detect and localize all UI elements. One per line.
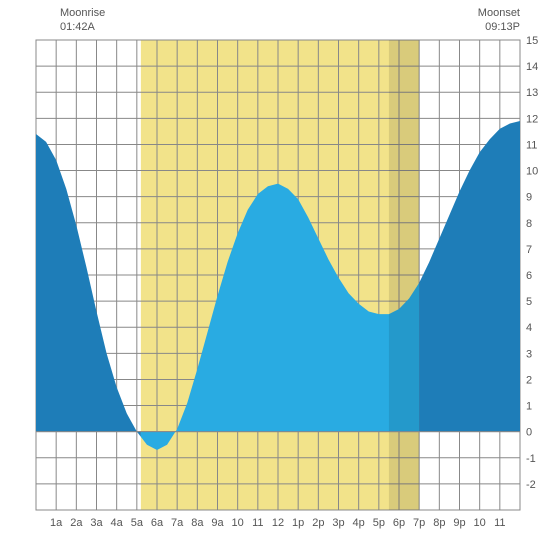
svg-text:9a: 9a xyxy=(211,517,224,529)
svg-text:1p: 1p xyxy=(292,517,304,529)
svg-text:3: 3 xyxy=(526,348,532,360)
svg-text:1: 1 xyxy=(526,401,532,413)
svg-text:14: 14 xyxy=(526,61,538,73)
svg-text:15: 15 xyxy=(526,35,538,47)
svg-text:-1: -1 xyxy=(526,453,536,465)
svg-text:2p: 2p xyxy=(312,517,324,529)
svg-text:6: 6 xyxy=(526,270,532,282)
svg-text:7a: 7a xyxy=(171,517,184,529)
svg-text:10: 10 xyxy=(474,517,486,529)
tide-chart: Moonrise 01:42A Moonset 09:13P -2-101234… xyxy=(0,0,550,550)
svg-text:8a: 8a xyxy=(191,517,204,529)
svg-text:11: 11 xyxy=(252,517,263,529)
moonrise-time: 01:42A xyxy=(60,21,95,33)
svg-text:13: 13 xyxy=(526,87,538,99)
svg-text:10: 10 xyxy=(526,166,538,178)
moonrise-label: Moonrise 01:42A xyxy=(60,6,105,35)
svg-text:8p: 8p xyxy=(433,517,445,529)
svg-text:8: 8 xyxy=(526,218,532,230)
svg-text:5: 5 xyxy=(526,296,532,308)
svg-text:2: 2 xyxy=(526,374,532,386)
svg-text:11: 11 xyxy=(526,139,537,151)
svg-text:6a: 6a xyxy=(151,517,164,529)
svg-text:5p: 5p xyxy=(373,517,385,529)
svg-text:6p: 6p xyxy=(393,517,405,529)
svg-text:2a: 2a xyxy=(70,517,83,529)
svg-text:0: 0 xyxy=(526,427,532,439)
svg-text:3a: 3a xyxy=(90,517,103,529)
svg-text:7: 7 xyxy=(526,244,532,256)
svg-text:9p: 9p xyxy=(453,517,465,529)
svg-text:9: 9 xyxy=(526,192,532,204)
chart-svg: -2-101234567891011121314151a2a3a4a5a6a7a… xyxy=(0,0,550,550)
svg-text:4p: 4p xyxy=(353,517,365,529)
svg-text:-2: -2 xyxy=(526,479,536,491)
moonset-title: Moonset xyxy=(478,7,520,19)
moonset-time: 09:13P xyxy=(485,21,520,33)
svg-text:5a: 5a xyxy=(131,517,144,529)
svg-text:11: 11 xyxy=(494,517,505,529)
svg-text:10: 10 xyxy=(232,517,244,529)
svg-text:12: 12 xyxy=(526,113,538,125)
moonrise-title: Moonrise xyxy=(60,7,105,19)
svg-text:1a: 1a xyxy=(50,517,63,529)
svg-text:7p: 7p xyxy=(413,517,425,529)
svg-text:12: 12 xyxy=(272,517,284,529)
svg-text:4a: 4a xyxy=(111,517,124,529)
moonset-label: Moonset 09:13P xyxy=(478,6,520,35)
svg-text:4: 4 xyxy=(526,322,532,334)
svg-text:3p: 3p xyxy=(332,517,344,529)
